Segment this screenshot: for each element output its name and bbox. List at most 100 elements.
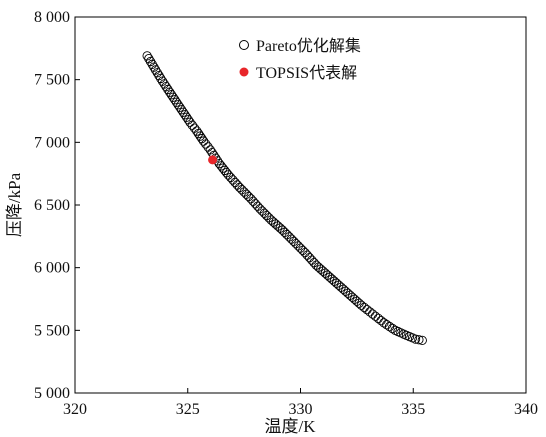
legend-pareto-marker: [239, 40, 249, 50]
pareto-point: [291, 238, 301, 249]
pareto-point: [298, 245, 308, 256]
pareto-point: [359, 302, 369, 313]
x-tick-label: 320: [63, 401, 87, 418]
pareto-point: [302, 250, 312, 260]
pareto-point: [257, 206, 267, 216]
pareto-point: [187, 120, 197, 130]
pareto-point: [150, 65, 161, 75]
legend: Pareto优化解集 TOPSIS代表解: [239, 37, 361, 82]
pareto-point: [230, 177, 240, 188]
pareto-point: [234, 182, 245, 193]
pareto-point: [286, 234, 297, 244]
pareto-point: [293, 241, 303, 251]
pareto-point: [241, 189, 252, 199]
pareto-point: [289, 236, 299, 246]
y-tick-label: 7 500: [34, 72, 70, 89]
y-tick-label: 6 000: [34, 260, 70, 277]
pareto-point: [373, 313, 383, 324]
x-axis-label: 温度/K: [265, 417, 317, 436]
pareto-point: [376, 315, 386, 326]
pareto-point: [175, 102, 185, 112]
pareto-point: [205, 145, 215, 155]
legend-topsis-marker: [239, 67, 249, 77]
pareto-point: [192, 126, 202, 136]
pareto-point: [262, 210, 272, 221]
pareto-point: [387, 323, 398, 334]
pareto-point: [165, 87, 175, 97]
pareto-point: [185, 117, 195, 127]
pareto-point: [368, 309, 378, 319]
pareto-point: [307, 255, 317, 265]
pareto-point: [309, 258, 319, 268]
x-tick-label: 325: [176, 401, 200, 418]
y-tick-label: 6 500: [34, 197, 70, 214]
pareto-point: [365, 307, 375, 317]
y-tick-label: 7 000: [34, 134, 70, 151]
legend-pareto-label: Pareto优化解集: [256, 37, 361, 55]
x-tick-label: 330: [289, 401, 313, 418]
pareto-point: [232, 180, 243, 190]
pareto-point: [295, 243, 306, 253]
pareto-point: [198, 136, 209, 146]
pareto-point: [370, 311, 381, 321]
legend-topsis-label: TOPSIS代表解: [256, 64, 357, 82]
pareto-point: [149, 62, 159, 72]
pareto-point: [171, 97, 182, 107]
pareto-point: [180, 110, 190, 120]
pareto-point: [243, 191, 254, 202]
pareto-point: [203, 142, 213, 152]
pareto-point: [362, 305, 372, 315]
pareto-point: [284, 232, 294, 242]
pareto-point: [410, 334, 421, 344]
pareto-point: [255, 204, 265, 214]
pareto-point: [304, 252, 315, 263]
pareto-point: [237, 185, 247, 195]
pareto-point: [152, 68, 162, 78]
y-axis-label: 压降/kPa: [5, 172, 24, 237]
pareto-point: [282, 229, 292, 240]
pareto-point: [168, 92, 178, 102]
pareto-series: [142, 51, 427, 346]
pareto-point: [239, 187, 249, 197]
topsis-series: [208, 155, 218, 165]
pareto-point: [176, 105, 187, 115]
pareto-point: [147, 59, 157, 69]
pareto-point: [173, 100, 183, 110]
pareto-point: [156, 73, 166, 84]
pareto-point: [250, 199, 261, 209]
y-tick-label: 5 000: [34, 385, 70, 402]
pareto-point: [178, 107, 188, 117]
pareto-point: [181, 112, 192, 122]
topsis-point: [208, 155, 218, 165]
pareto-point: [248, 196, 258, 206]
pareto-point: [246, 194, 256, 204]
pareto-point: [145, 56, 156, 67]
pareto-point: [253, 201, 263, 211]
y-tick-label: 5 500: [34, 322, 70, 339]
pareto-point: [300, 247, 310, 258]
pareto-point: [142, 51, 152, 61]
pareto-point: [144, 54, 154, 64]
pareto-point: [159, 79, 169, 89]
pareto-point: [195, 131, 205, 141]
pareto-point: [170, 95, 180, 105]
pareto-point: [228, 175, 238, 185]
y-axis-ticks: 5 000 5 500 6 000 6 500 7 000 7 500 8 000: [34, 9, 80, 402]
pareto-point: [166, 90, 177, 100]
pareto-point: [189, 123, 200, 133]
y-tick-label: 8 000: [34, 9, 70, 26]
pareto-point: [414, 335, 424, 345]
x-tick-label: 340: [514, 401, 538, 418]
pareto-point: [163, 84, 173, 95]
pareto-point: [259, 208, 270, 218]
pareto-point: [157, 76, 168, 86]
pareto-point: [201, 139, 211, 149]
pareto-point: [161, 82, 171, 92]
x-tick-label: 335: [401, 401, 425, 418]
x-axis-ticks: 320 325 330 335 340: [63, 388, 538, 418]
pareto-point: [154, 70, 164, 81]
pareto-point: [417, 335, 427, 346]
pareto-point: [193, 128, 204, 139]
